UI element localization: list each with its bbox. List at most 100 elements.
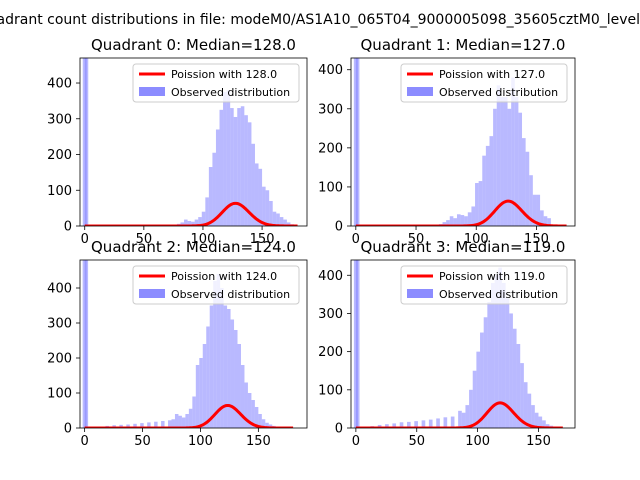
hist-bar [237, 344, 241, 428]
hist-bar [465, 405, 470, 428]
hist-bar [509, 313, 513, 428]
hist-bar [261, 419, 266, 428]
hist-bar [385, 424, 389, 428]
hist-bar [442, 222, 447, 226]
legend-label-hist: Observed distribution [439, 288, 558, 301]
y-tick-label: 300 [47, 317, 72, 332]
hist-bar [525, 151, 530, 226]
hist-bar [446, 220, 450, 226]
x-tick-label: 0 [81, 232, 89, 247]
hist-bar [262, 186, 266, 226]
y-tick-label: 100 [318, 180, 343, 195]
axes-title: Quadrant 0: Median=128.0 [91, 36, 296, 54]
hist-bar [464, 216, 468, 226]
hist-bar [480, 332, 484, 428]
hist-bar [192, 396, 196, 428]
hist-bar [286, 222, 291, 226]
y-tick-label: 100 [47, 387, 72, 402]
hist-bar [531, 405, 535, 428]
x-tick-label: 150 [526, 434, 551, 449]
hist-bar-zero-spike [82, 58, 87, 226]
hist-bar [522, 138, 526, 226]
legend: Poission with 128.0 Observed distribution [132, 63, 300, 103]
hist-bar [213, 281, 217, 428]
hist-bar [511, 77, 515, 226]
y-tick-label: 200 [47, 148, 72, 163]
x-tick-label: 100 [464, 232, 489, 247]
hist-bar [223, 305, 228, 428]
hist-bar [174, 414, 179, 428]
hist-bar [199, 358, 203, 428]
legend-frame [400, 63, 568, 103]
hist-bar [276, 213, 280, 226]
hist-bar [475, 183, 479, 226]
hist-bar [269, 200, 273, 226]
hist-bar [244, 382, 248, 428]
hist-bar [545, 424, 550, 428]
hist-bar [258, 414, 262, 428]
hist-bar-zero-spike [353, 58, 358, 226]
quadrant-3-axes: 0 50 100 150 0 100 200 300 400 Quadrant 3: Median… [318, 238, 576, 449]
hist-bar [230, 108, 234, 226]
quadrant-1-axes: 0 50 100 150 0 100 200 300 400 Quadrant 1: Median… [318, 36, 576, 247]
hist-bar [450, 416, 455, 428]
hist-bar [436, 418, 440, 428]
hist-bar [220, 288, 224, 428]
hist-bar [181, 417, 186, 428]
hist-bar [491, 282, 495, 428]
hist-bar [216, 274, 221, 428]
hist-bar [498, 267, 502, 428]
hist-bar [219, 109, 224, 226]
hist-bar [523, 382, 528, 428]
y-tick-label: 300 [318, 102, 343, 117]
hist-bar [272, 211, 277, 226]
x-tick-label: 0 [352, 232, 360, 247]
hist-bar [428, 419, 433, 428]
x-tick-label: 100 [465, 434, 490, 449]
hist-bar [126, 424, 130, 428]
hist-bar [251, 400, 255, 428]
axes-title: Quadrant 1: Median=127.0 [361, 36, 566, 54]
hist-bar [212, 152, 216, 226]
x-tick-label: 100 [191, 232, 216, 247]
x-tick-label: 50 [408, 232, 425, 247]
hist-bar [201, 211, 206, 226]
hist-bar [520, 363, 524, 428]
hist-bar [283, 219, 287, 226]
axes-frame [79, 259, 308, 429]
hist-bar [185, 414, 189, 428]
hist-bar [449, 216, 454, 226]
hist-bar [483, 317, 488, 428]
hist-bar [237, 108, 241, 226]
hist-bar [443, 417, 448, 428]
axes-title: Quadrant 3: Median=119.0 [361, 238, 566, 256]
hist-bar [399, 422, 404, 428]
y-tick-label: 400 [47, 282, 72, 297]
y-tick-label: 200 [318, 141, 343, 156]
hist-bar [187, 220, 192, 226]
hist-bar [407, 421, 411, 428]
hist-bar [265, 422, 269, 428]
hist-bar [247, 393, 252, 428]
hist-bar [244, 115, 248, 226]
legend-label-fit: Poission with 124.0 [171, 270, 277, 283]
hist-bar [119, 424, 123, 428]
legend-hist-swatch [407, 87, 433, 96]
y-tick-label: 200 [47, 352, 72, 367]
x-tick-label: 0 [80, 434, 88, 449]
legend: Poission with 127.0 Observed distribution [400, 63, 568, 103]
hist-bar [482, 155, 486, 226]
legend-label-fit: Poission with 119.0 [439, 270, 545, 283]
hist-bar [538, 416, 543, 428]
hist-bar-zero-spike [353, 260, 358, 428]
hist-bar [532, 194, 537, 226]
hist-bar [377, 424, 382, 428]
quadrant-2-axes: 0 50 100 150 0 100 200 300 400 Quadrant 2: Median… [47, 238, 308, 449]
hist-bar [543, 216, 548, 226]
x-tick-label: 50 [408, 434, 425, 449]
figure-suptitle: Poisson fits to quadrant count distribut… [0, 12, 640, 28]
hist-bar [178, 415, 182, 428]
legend-frame [400, 265, 568, 305]
hist-bar [514, 97, 519, 226]
